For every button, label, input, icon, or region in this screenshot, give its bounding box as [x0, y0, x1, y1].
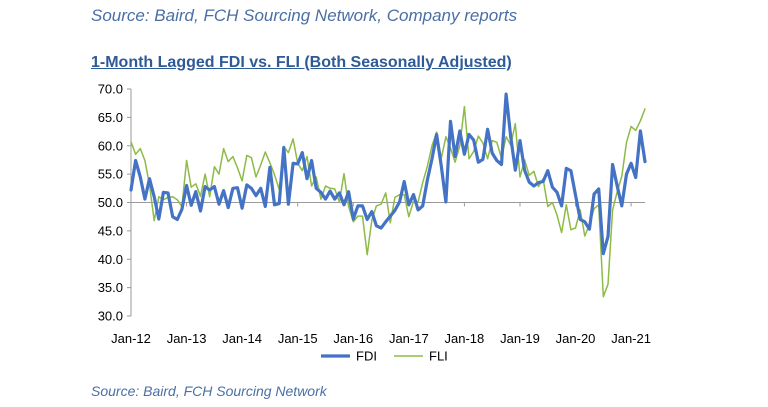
- y-tick-label: 45.0: [98, 223, 123, 238]
- series-group: [129, 92, 647, 298]
- y-tick-label: 35.0: [98, 280, 123, 295]
- x-axis: Jan-12 Jan-13 Jan-14 Jan-15 Jan-16 Jan-17 Jan-…: [111, 202, 651, 346]
- x-tick-label: Jan-21: [611, 331, 651, 346]
- series-line-fli: [130, 105, 646, 298]
- y-tick-label: 50.0: [98, 195, 123, 210]
- y-tick-label: 55.0: [98, 167, 123, 182]
- series-line-fdi: [129, 92, 647, 256]
- x-tick-label: Jan-19: [500, 331, 540, 346]
- x-tick-label: Jan-16: [333, 331, 373, 346]
- legend: FDI FLI: [321, 349, 448, 364]
- y-tick-label: 65.0: [98, 110, 123, 125]
- x-tick-label: Jan-12: [111, 331, 151, 346]
- x-tick-label: Jan-13: [167, 331, 207, 346]
- source-caption-top: Source: Baird, FCH Sourcing Network, Com…: [91, 6, 518, 25]
- y-axis: 30.0 35.0 40.0 45.0 50.0 55.0 60.0 65.0 70.0: [98, 82, 132, 324]
- y-tick-label: 40.0: [98, 252, 123, 267]
- source-caption-bottom: Source: Baird, FCH Sourcing Network: [91, 383, 327, 399]
- legend-label-fdi: FDI: [356, 349, 377, 364]
- y-tick-label: 30.0: [98, 309, 123, 324]
- x-tick-label: Jan-17: [389, 331, 429, 346]
- x-tick-label: Jan-14: [222, 331, 262, 346]
- chart-title: 1-Month Lagged FDI vs. FLI (Both Seasona…: [91, 54, 512, 71]
- y-tick-label: 70.0: [98, 82, 123, 97]
- y-tick-label: 60.0: [98, 138, 123, 153]
- x-tick-label: Jan-18: [445, 331, 485, 346]
- x-tick-label: Jan-15: [278, 331, 318, 346]
- legend-label-fli: FLI: [429, 349, 448, 364]
- x-tick-label: Jan-20: [556, 331, 596, 346]
